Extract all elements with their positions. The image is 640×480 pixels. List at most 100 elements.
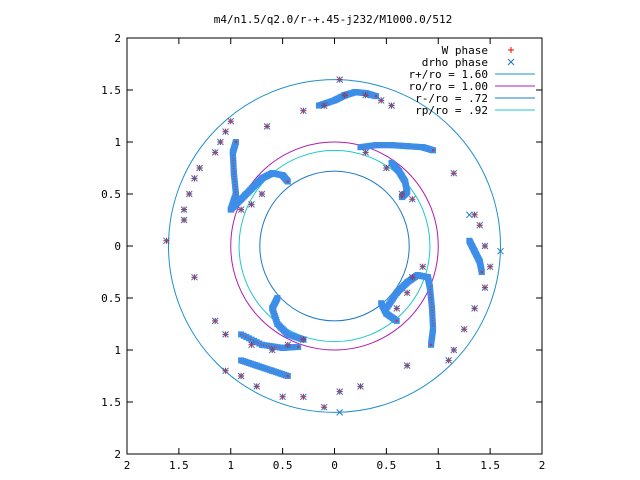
legend-label: r+/ro = 1.60 (409, 68, 488, 81)
y-tick-label: 0.5 (101, 292, 121, 305)
drho-phase-point (336, 409, 344, 416)
x-tick-label: 1.5 (169, 459, 189, 472)
arm-point-core (296, 345, 300, 349)
arm-point-core (429, 343, 433, 346)
drho-phase-point (300, 107, 307, 115)
legend-label: W phase (442, 44, 488, 57)
drho-phase-point (471, 211, 478, 219)
x-tick-label: 0 (331, 459, 338, 472)
drho-phase-point (258, 190, 266, 198)
drho-phase-point (466, 211, 473, 219)
drho-phase-point (403, 289, 411, 297)
drho-phase-point (377, 97, 385, 104)
drho-phase-point (191, 175, 198, 182)
drho-phase-point (237, 206, 245, 213)
legend-label: ro/ro = 1.00 (409, 80, 488, 93)
drho-phase-point (383, 164, 390, 172)
arm-point-core (431, 149, 435, 152)
drho-phase-point (445, 357, 452, 364)
phase-markers (163, 76, 504, 416)
drho-phase-point (481, 242, 489, 250)
drho-phase-point (222, 367, 229, 375)
drho-phase-point (222, 331, 229, 338)
legend-label: rp/ro = .92 (415, 104, 488, 117)
drho-phase-point (191, 273, 198, 281)
drho-phase-point (471, 305, 478, 312)
drho-phase-point (341, 91, 349, 99)
y-tick-label: 1 (114, 136, 121, 149)
drho-phase-point (497, 247, 504, 255)
x-tick-label: 0.5 (273, 459, 293, 472)
spiral-arm-points (227, 89, 485, 379)
drho-phase-point (486, 263, 494, 271)
x-tick-label: 0.5 (376, 459, 396, 472)
drho-phase-point (268, 346, 276, 354)
y-tick-label: 0 (114, 240, 121, 253)
reference-circles (168, 79, 501, 413)
drho-phase-point (398, 190, 406, 198)
drho-phase-point (248, 201, 255, 208)
drho-phase-point (300, 393, 307, 401)
drho-phase-point (237, 372, 245, 380)
drho-phase-point (450, 169, 458, 177)
drho-phase-point (393, 305, 401, 312)
chart-title: m4/n1.5/q2.0/r-+.45-j232/M1000.0/512 (214, 13, 452, 26)
reference-circle (168, 79, 501, 413)
reference-circle (259, 170, 410, 322)
drho-phase-point (300, 336, 307, 343)
drho-phase-point (163, 237, 170, 245)
drho-phase-point (211, 317, 219, 325)
reference-circle (230, 141, 439, 351)
arm-point-core (400, 195, 404, 199)
x-tick-label: 2 (124, 459, 131, 472)
legend-x-marker (507, 58, 515, 66)
y-tick-label: 1.5 (101, 396, 121, 409)
drho-phase-point (279, 393, 286, 401)
legend-label: r-/ro = .72 (415, 92, 488, 105)
drho-phase-point (419, 263, 427, 271)
x-tick-label: 1 (435, 459, 442, 472)
drho-phase-point (476, 221, 484, 229)
drho-phase-point (336, 76, 344, 83)
drho-phase-point (253, 383, 261, 390)
arm-point-core (480, 270, 484, 274)
drho-phase-point (263, 123, 271, 130)
drho-phase-point (248, 341, 255, 349)
legend-label: drho phase (422, 56, 488, 69)
drho-phase-point (196, 164, 203, 172)
drho-phase-point (460, 325, 468, 333)
drho-phase-point (388, 102, 395, 109)
drho-phase-point (222, 128, 229, 135)
drho-phase-point (362, 91, 369, 99)
reference-circle (238, 149, 431, 343)
drho-phase-point (180, 216, 188, 224)
y-tick-label: 2 (114, 32, 121, 45)
drho-phase-point (408, 273, 416, 281)
drho-phase-point (336, 388, 344, 395)
drho-phase-point (450, 346, 458, 354)
arm-point-core (286, 374, 290, 378)
x-tick-label: 1 (227, 459, 234, 472)
drho-phase-point (362, 149, 369, 156)
drho-phase-point (408, 195, 416, 203)
drho-phase-point (320, 403, 328, 411)
drho-phase-point (217, 138, 224, 146)
arm-point-core (374, 95, 378, 98)
drho-phase-point (320, 102, 328, 109)
drho-phase-point (180, 206, 188, 213)
y-tick-label: 0.5 (101, 188, 121, 201)
axis-ticks: 2 1.5 1 0.5 0 0.5 1 1.5 221.510.500.511.52 (101, 32, 545, 472)
drho-phase-point (403, 362, 411, 369)
drho-phase-point (284, 341, 292, 349)
y-tick-label: 1.5 (101, 84, 121, 97)
arm-point-core (395, 319, 398, 323)
legend-plus-marker (508, 47, 514, 53)
y-tick-label: 1 (114, 344, 121, 357)
drho-phase-point (481, 284, 489, 291)
drho-phase-point (185, 190, 193, 198)
x-tick-label: 2 (539, 459, 546, 472)
drho-phase-point (227, 117, 235, 125)
x-tick-label: 1.5 (480, 459, 500, 472)
